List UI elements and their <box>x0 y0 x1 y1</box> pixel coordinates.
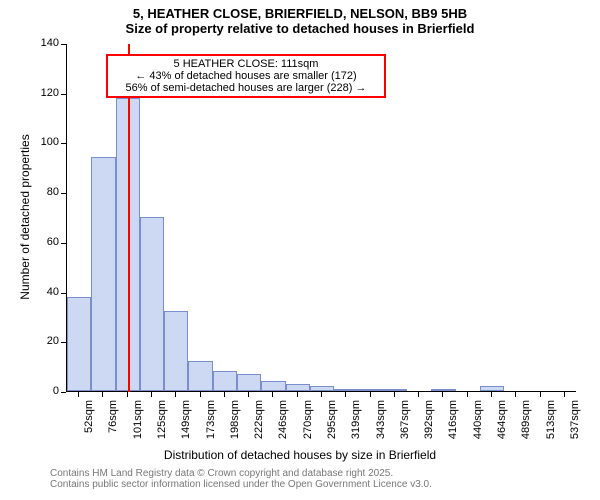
chart-title-block: 5, HEATHER CLOSE, BRIERFIELD, NELSON, BB… <box>0 0 600 38</box>
histogram-bar <box>358 389 382 391</box>
x-tick-label: 76sqm <box>107 400 119 450</box>
title-line-1: 5, HEATHER CLOSE, BRIERFIELD, NELSON, BB… <box>0 6 600 21</box>
y-tick-label: 60 <box>31 236 59 248</box>
histogram-bar <box>164 311 188 391</box>
histogram-bar <box>237 374 261 391</box>
y-tick-label: 0 <box>31 385 59 397</box>
histogram-bar <box>188 361 212 391</box>
x-tick-label: 270sqm <box>302 400 314 450</box>
x-tick-label: 343sqm <box>375 400 387 450</box>
x-axis-label: Distribution of detached houses by size … <box>0 448 600 462</box>
footer-attribution: Contains HM Land Registry data © Crown c… <box>50 468 432 490</box>
histogram-bar <box>431 389 455 391</box>
annotation-line-3: 56% of semi-detached houses are larger (… <box>112 82 380 94</box>
x-tick-label: 149sqm <box>180 400 192 450</box>
histogram-bar <box>91 157 115 391</box>
histogram-bar <box>383 389 407 391</box>
footer-line-1: Contains HM Land Registry data © Crown c… <box>50 468 432 479</box>
histogram-bar <box>334 389 358 391</box>
annotation-line-1: 5 HEATHER CLOSE: 111sqm <box>112 58 380 70</box>
histogram-bar <box>67 297 91 391</box>
x-tick-label: 513sqm <box>545 400 557 450</box>
y-tick-label: 20 <box>31 335 59 347</box>
annotation-line-2: ← 43% of detached houses are smaller (17… <box>112 70 380 82</box>
x-tick-label: 367sqm <box>399 400 411 450</box>
y-axis-label: Number of detached properties <box>18 117 32 317</box>
x-tick-label: 416sqm <box>447 400 459 450</box>
x-tick-label: 440sqm <box>472 400 484 450</box>
title-line-2: Size of property relative to detached ho… <box>0 21 600 36</box>
x-tick-label: 198sqm <box>229 400 241 450</box>
histogram-bar <box>140 217 164 391</box>
histogram-bar <box>213 371 237 391</box>
x-tick-label: 319sqm <box>350 400 362 450</box>
footer-line-2: Contains public sector information licen… <box>50 479 432 490</box>
x-tick-label: 52sqm <box>83 400 95 450</box>
histogram-bar <box>310 386 334 391</box>
histogram-bar <box>286 384 310 391</box>
x-tick-label: 489sqm <box>520 400 532 450</box>
y-tick-label: 100 <box>31 136 59 148</box>
x-tick-label: 392sqm <box>423 400 435 450</box>
y-tick-label: 80 <box>31 186 59 198</box>
x-tick-label: 246sqm <box>277 400 289 450</box>
x-tick-label: 101sqm <box>132 400 144 450</box>
x-tick-label: 173sqm <box>205 400 217 450</box>
x-tick-label: 537sqm <box>569 400 581 450</box>
annotation-box: 5 HEATHER CLOSE: 111sqm ← 43% of detache… <box>106 54 386 98</box>
x-tick-label: 222sqm <box>253 400 265 450</box>
x-tick-label: 125sqm <box>156 400 168 450</box>
y-tick-label: 120 <box>31 87 59 99</box>
x-tick-label: 295sqm <box>326 400 338 450</box>
x-tick-label: 464sqm <box>496 400 508 450</box>
y-tick-label: 40 <box>31 286 59 298</box>
y-tick-label: 140 <box>31 37 59 49</box>
histogram-bar <box>261 381 285 391</box>
histogram-bar <box>480 386 504 391</box>
